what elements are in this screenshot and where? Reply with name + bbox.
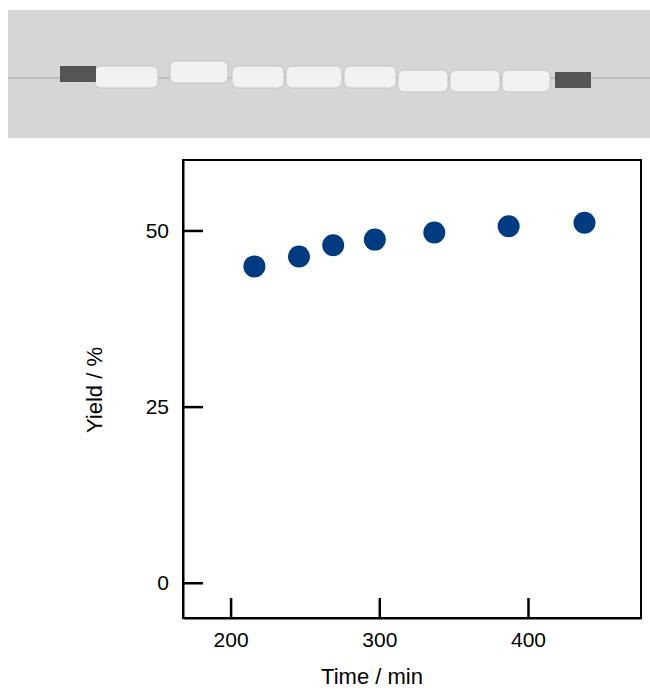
x-axis-title: Time / min xyxy=(321,664,423,689)
y-tick-label: 50 xyxy=(146,219,169,242)
y-axis-line xyxy=(183,161,185,619)
y-tick-mark xyxy=(183,582,203,585)
y-tick: 50 xyxy=(146,219,203,242)
data-point xyxy=(288,246,310,268)
photo-segment xyxy=(398,70,448,92)
photo-segment xyxy=(95,66,158,88)
points xyxy=(243,212,595,278)
x-axis: 200 300 400 xyxy=(184,598,642,651)
photo-segment xyxy=(450,70,500,92)
x-tick-label: 400 xyxy=(511,628,546,651)
photo-segment xyxy=(170,61,228,83)
photo-background xyxy=(8,10,650,138)
x-tick-label: 300 xyxy=(362,628,397,651)
y-tick-label: 0 xyxy=(157,571,169,594)
y-tick-mark xyxy=(183,230,203,233)
photo-fitting xyxy=(60,66,96,82)
data-point xyxy=(243,255,265,277)
y-tick: 25 xyxy=(146,395,203,418)
photo-segment xyxy=(344,66,396,88)
data-point xyxy=(322,234,344,256)
x-tick: 400 xyxy=(511,598,546,651)
y-tick-label: 25 xyxy=(146,395,169,418)
x-tick-label: 200 xyxy=(214,628,249,651)
y-axis: 0 25 50 xyxy=(146,161,203,619)
x-tick-mark xyxy=(527,598,530,618)
x-tick: 200 xyxy=(214,598,249,651)
photo-segment xyxy=(502,70,550,92)
x-tick-mark xyxy=(230,598,233,618)
data-point xyxy=(573,212,595,234)
data-point xyxy=(423,222,445,244)
chart: 200 300 400 0 25 50 Time / min Yield / % xyxy=(0,0,650,691)
y-tick-mark xyxy=(183,406,203,409)
photo-segment xyxy=(232,66,284,88)
x-tick-mark xyxy=(379,598,382,618)
data-point xyxy=(498,215,520,237)
plot-frame xyxy=(183,160,641,618)
photo xyxy=(8,10,650,138)
photo-segment xyxy=(286,66,342,88)
photo-fitting xyxy=(555,72,591,88)
data-point xyxy=(364,229,386,251)
y-tick: 0 xyxy=(157,571,203,594)
x-axis-line xyxy=(184,618,642,620)
x-tick: 300 xyxy=(362,598,397,651)
y-axis-title: Yield / % xyxy=(82,347,107,433)
